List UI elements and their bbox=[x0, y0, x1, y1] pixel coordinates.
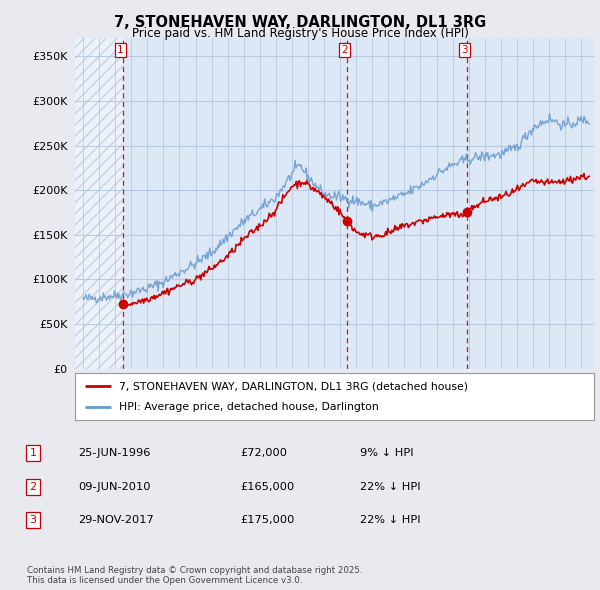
Text: 22% ↓ HPI: 22% ↓ HPI bbox=[360, 482, 421, 491]
Text: 9% ↓ HPI: 9% ↓ HPI bbox=[360, 448, 413, 458]
Text: HPI: Average price, detached house, Darlington: HPI: Average price, detached house, Darl… bbox=[119, 402, 379, 412]
Text: 22% ↓ HPI: 22% ↓ HPI bbox=[360, 516, 421, 525]
Bar bbox=[75, 38, 123, 369]
Text: Contains HM Land Registry data © Crown copyright and database right 2025.
This d: Contains HM Land Registry data © Crown c… bbox=[27, 566, 362, 585]
Text: 3: 3 bbox=[461, 45, 468, 55]
Text: £175,000: £175,000 bbox=[240, 516, 295, 525]
Text: 3: 3 bbox=[29, 516, 37, 525]
Text: Price paid vs. HM Land Registry's House Price Index (HPI): Price paid vs. HM Land Registry's House … bbox=[131, 27, 469, 40]
Text: 09-JUN-2010: 09-JUN-2010 bbox=[78, 482, 151, 491]
Text: £72,000: £72,000 bbox=[240, 448, 287, 458]
Text: 2: 2 bbox=[341, 45, 348, 55]
Text: £165,000: £165,000 bbox=[240, 482, 294, 491]
Text: 7, STONEHAVEN WAY, DARLINGTON, DL1 3RG: 7, STONEHAVEN WAY, DARLINGTON, DL1 3RG bbox=[114, 15, 486, 30]
Text: 7, STONEHAVEN WAY, DARLINGTON, DL1 3RG (detached house): 7, STONEHAVEN WAY, DARLINGTON, DL1 3RG (… bbox=[119, 381, 468, 391]
Text: 29-NOV-2017: 29-NOV-2017 bbox=[78, 516, 154, 525]
Text: 1: 1 bbox=[29, 448, 37, 458]
Text: 25-JUN-1996: 25-JUN-1996 bbox=[78, 448, 151, 458]
Text: 1: 1 bbox=[117, 45, 124, 55]
Text: 2: 2 bbox=[29, 482, 37, 491]
